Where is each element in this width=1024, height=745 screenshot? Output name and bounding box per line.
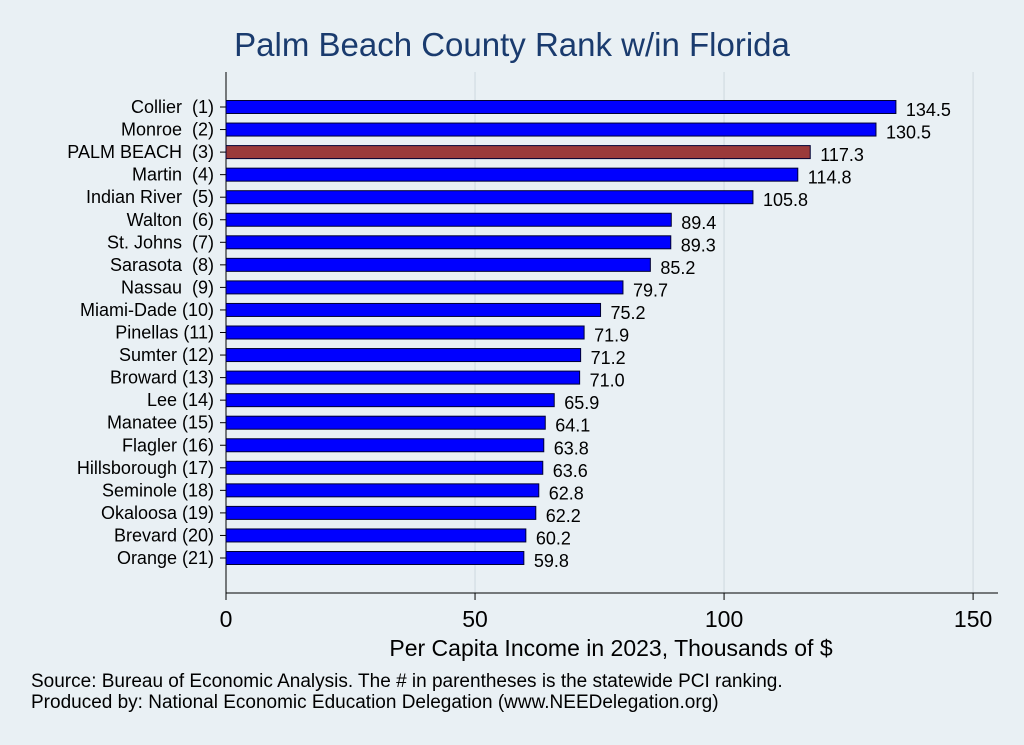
category-label: Sumter (12)	[119, 345, 214, 365]
category-label: PALM BEACH (3)	[67, 142, 214, 162]
value-label: 71.9	[594, 326, 629, 346]
value-label: 134.5	[906, 100, 951, 120]
category-label: Pinellas (11)	[115, 323, 214, 343]
bar	[225, 438, 545, 453]
value-label: 71.0	[590, 371, 625, 391]
value-label: 75.2	[611, 303, 646, 323]
labels: Collier (1) 134.5 Monroe (2) 130.5 PALM BEAC…	[67, 97, 951, 571]
bar	[225, 415, 546, 430]
chart-title: Palm Beach County Rank w/in Florida	[234, 26, 790, 63]
category-label: Martin (4)	[132, 165, 214, 185]
bars	[225, 100, 897, 565]
value-label: 114.8	[808, 168, 852, 188]
bar	[225, 348, 582, 363]
bar	[225, 100, 897, 114]
value-label: 89.3	[681, 235, 716, 255]
value-label: 105.8	[763, 190, 808, 210]
bar	[225, 122, 877, 137]
category-label: Seminole (18)	[102, 480, 214, 500]
bar	[225, 167, 799, 182]
x-axis-title: Per Capita Income in 2023, Thousands of …	[389, 635, 832, 661]
value-label: 60.2	[536, 528, 571, 548]
bar	[225, 302, 602, 317]
value-label: 89.4	[681, 213, 716, 233]
category-label: Lee (14)	[147, 390, 214, 410]
value-label: 130.5	[886, 123, 931, 143]
bar	[225, 280, 624, 295]
bar	[225, 505, 537, 520]
category-label: Okaloosa (19)	[101, 503, 214, 523]
value-label: 117.3	[820, 145, 864, 165]
category-label: Brevard (20)	[114, 525, 214, 545]
value-label: 59.8	[534, 551, 569, 571]
bar	[225, 235, 672, 250]
value-label: 79.7	[633, 280, 668, 300]
bar	[225, 145, 811, 160]
category-label: Sarasota (8)	[110, 255, 214, 275]
value-label: 62.2	[546, 506, 581, 526]
value-label: 63.6	[553, 461, 588, 481]
value-label: 64.1	[555, 416, 590, 436]
bar	[225, 483, 540, 498]
category-label: Flagler (16)	[122, 435, 214, 455]
category-label: Manatee (15)	[107, 413, 214, 433]
category-label: Indian River (5)	[86, 187, 214, 207]
value-label: 85.2	[660, 258, 695, 278]
bar	[225, 551, 525, 565]
bar	[225, 212, 672, 227]
bar	[225, 325, 585, 340]
x-tick-label: 100	[705, 606, 743, 632]
bar	[225, 393, 555, 408]
bar	[225, 370, 581, 385]
category-label: Collier (1)	[131, 97, 214, 117]
x-tick-label: 150	[954, 606, 992, 632]
category-label: Nassau (9)	[121, 277, 214, 297]
category-label: Broward (13)	[110, 368, 214, 388]
category-label: Orange (21)	[117, 548, 214, 568]
category-label: St. Johns (7)	[107, 232, 214, 252]
producer-note: Produced by: National Economic Education…	[31, 692, 719, 713]
category-label: Walton (6)	[127, 210, 214, 230]
category-label: Miami-Dade (10)	[80, 300, 214, 320]
value-label: 63.8	[554, 438, 589, 458]
bar	[225, 528, 527, 543]
bar	[225, 257, 651, 272]
x-tick-label: 50	[462, 606, 488, 632]
category-label: Hillsborough (17)	[77, 458, 214, 478]
value-label: 71.2	[591, 348, 626, 368]
bar	[225, 190, 754, 205]
source-note: Source: Bureau of Economic Analysis. The…	[31, 671, 783, 692]
value-label: 65.9	[564, 393, 599, 413]
value-label: 62.8	[549, 483, 584, 503]
x-tick-label: 0	[220, 606, 233, 632]
axes: 0 50 100 150	[220, 72, 998, 632]
category-label: Monroe (2)	[121, 120, 214, 140]
bar	[225, 460, 544, 475]
